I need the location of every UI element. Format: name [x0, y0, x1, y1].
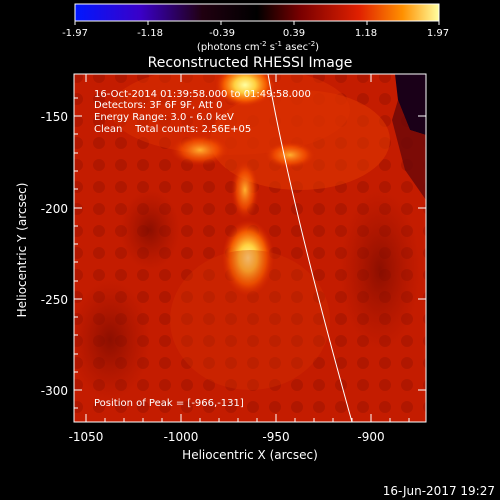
- info-time-range: 16-Oct-2014 01:39:58.000 to 01:49:58.000: [94, 89, 311, 100]
- info-detectors: Detectors: 3F 6F 9F, Att 0: [94, 100, 222, 111]
- x-tick-label: -1000: [164, 430, 199, 444]
- plot-title: Reconstructed RHESSI Image: [148, 55, 353, 71]
- y-tick-label: -200: [41, 202, 68, 216]
- x-tick-label: -1050: [69, 430, 104, 444]
- colorbar-tick-label: 1.18: [355, 28, 377, 39]
- rhessi-image: [74, 74, 426, 422]
- x-axis-ticks: [85, 74, 410, 422]
- colorbar: [74, 3, 440, 22]
- colorbar-tick-label: -1.18: [137, 28, 163, 39]
- y-axis-ticks: [74, 97, 426, 409]
- colorbar-tick-label: -0.39: [209, 28, 235, 39]
- y-tick-label: -300: [41, 384, 68, 398]
- y-tick-label: -250: [41, 293, 68, 307]
- colorbar-tick-label: 0.39: [283, 28, 305, 39]
- footer-date: 16-Jun-2017 19:27: [383, 484, 495, 498]
- solar-limb-line: [267, 74, 353, 422]
- plot-frame: [73, 73, 427, 423]
- y-axis-label: Heliocentric Y (arcsec): [15, 183, 29, 318]
- x-tick-label: -950: [262, 430, 289, 444]
- colorbar-unit-label: (photons cm-2 s-1 asec-2): [197, 40, 319, 53]
- x-axis-label: Heliocentric X (arcsec): [182, 448, 318, 462]
- info-clean-counts: Clean Total counts: 2.56E+05: [94, 124, 251, 135]
- peak-position-text: Position of Peak = [-966,-131]: [94, 398, 244, 409]
- colorbar-ticks: [74, 21, 440, 25]
- colorbar-tick-label: -1.97: [62, 28, 88, 39]
- x-tick-label: -900: [357, 430, 384, 444]
- colorbar-tick-label: 1.97: [427, 28, 449, 39]
- info-energy-range: Energy Range: 3.0 - 6.0 keV: [94, 112, 234, 123]
- y-tick-label: -150: [41, 110, 68, 124]
